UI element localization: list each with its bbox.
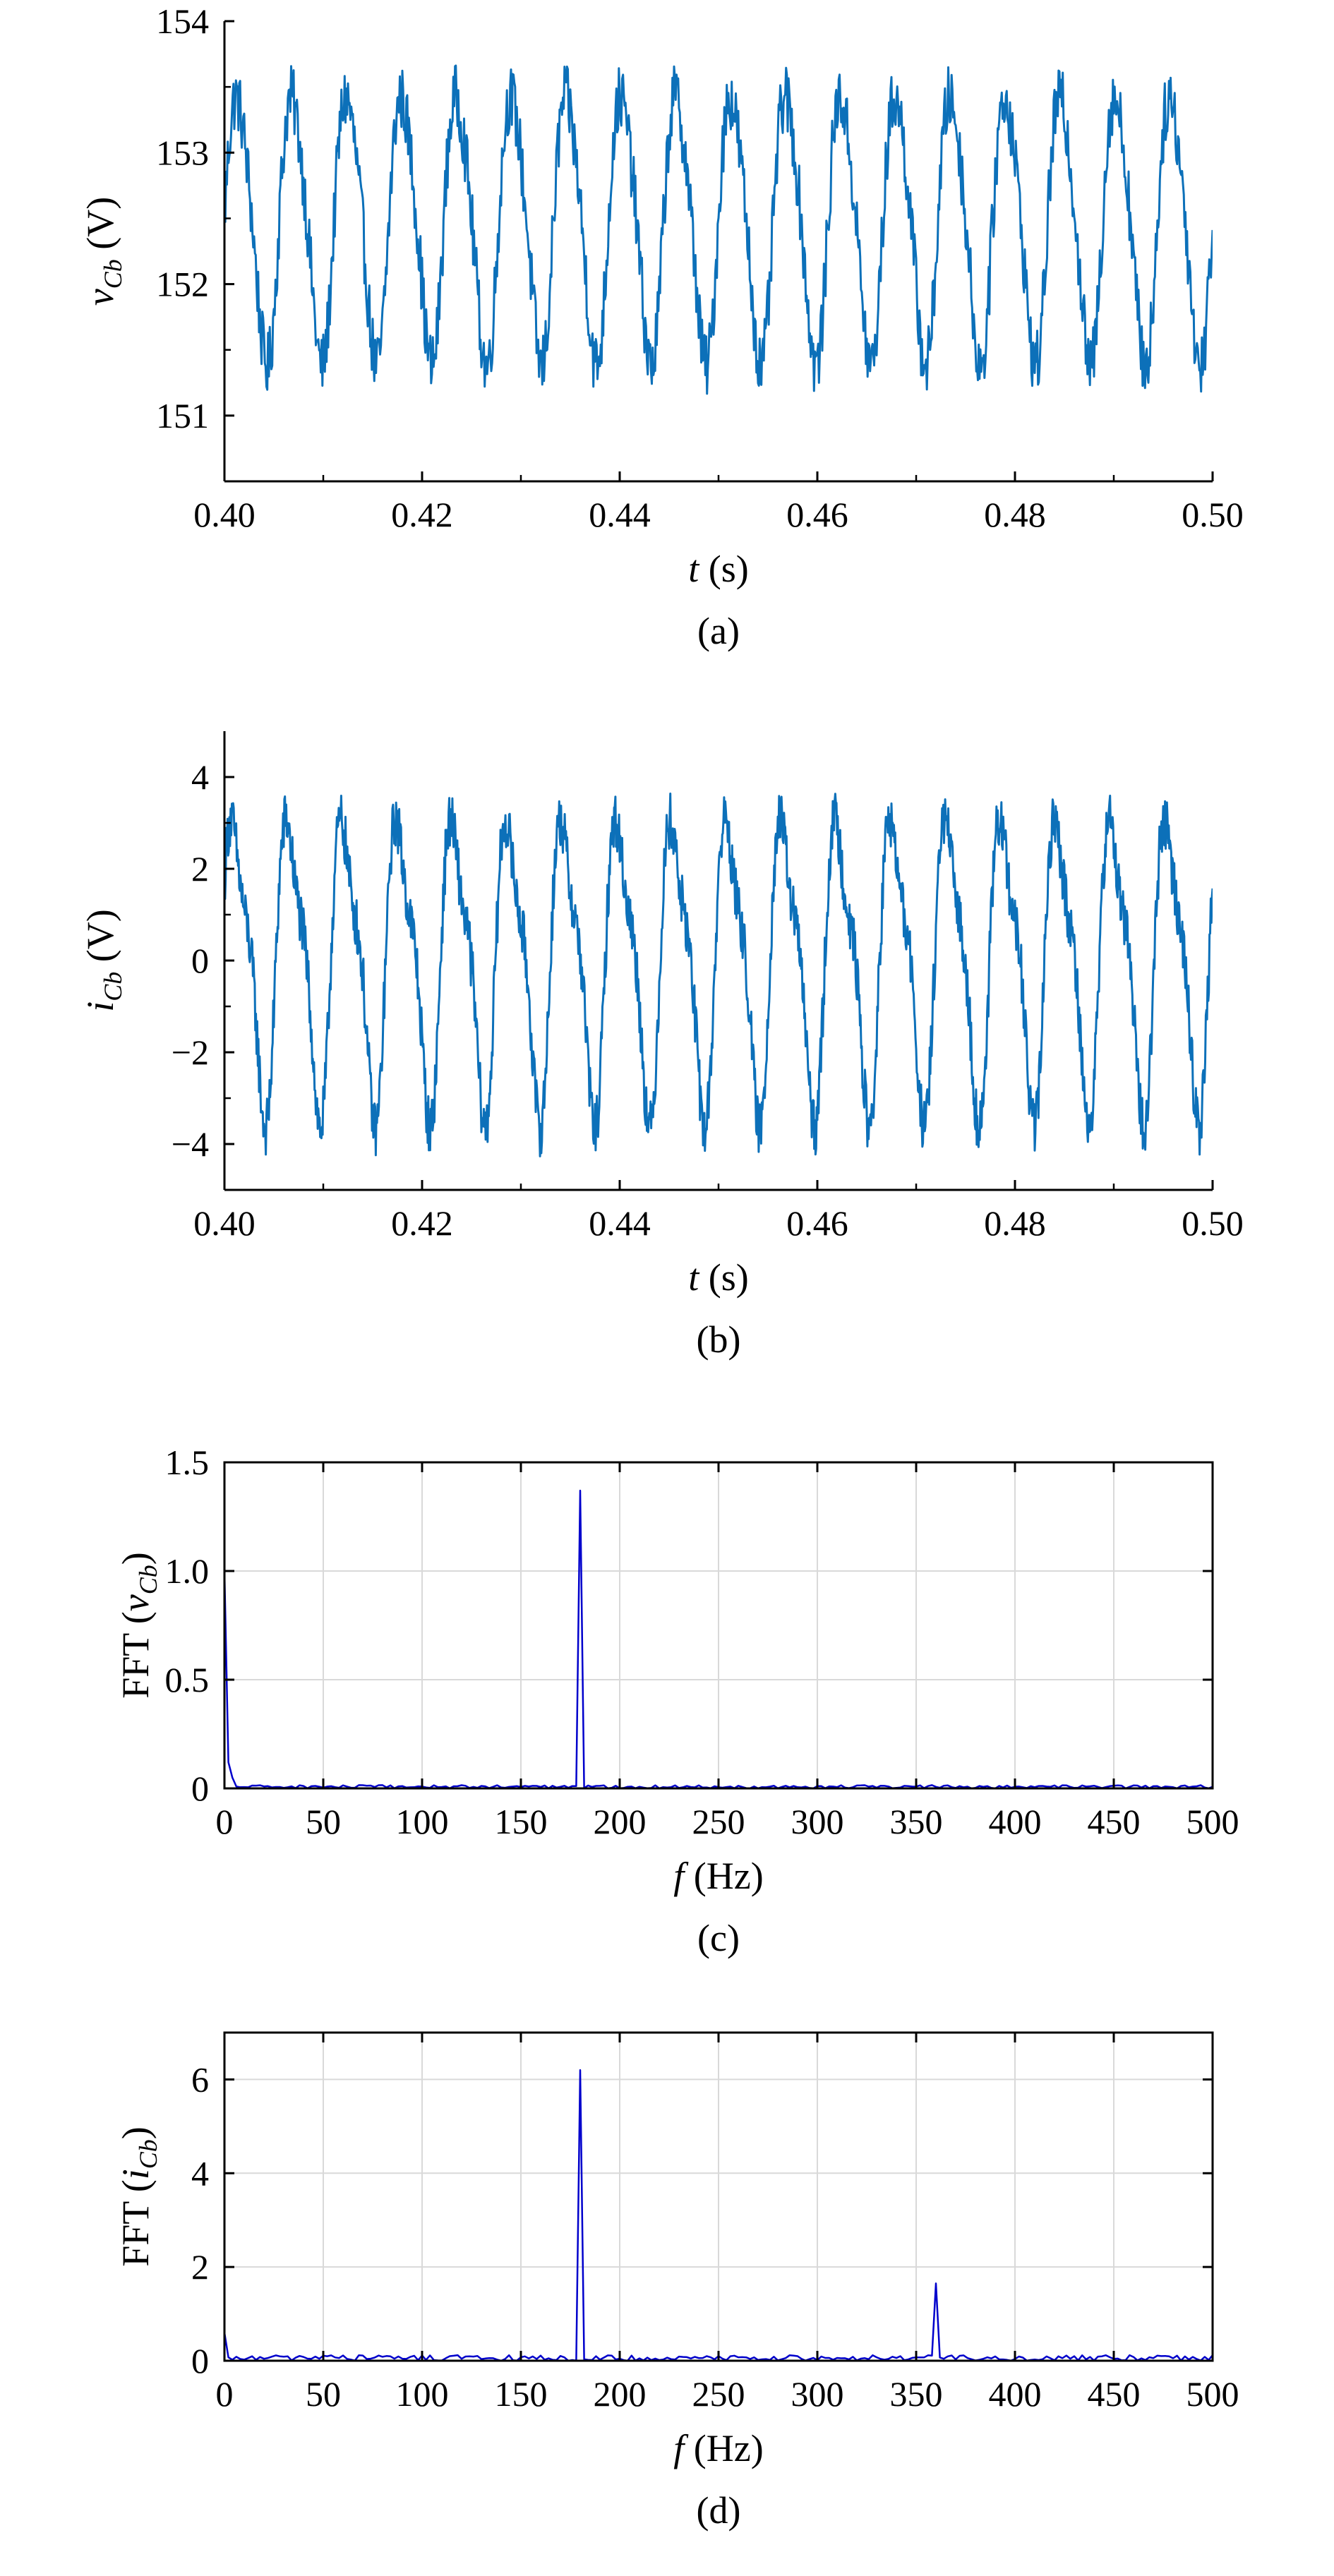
panel-caption: (d) bbox=[697, 2489, 741, 2532]
x-tick-label: 300 bbox=[791, 2374, 844, 2414]
y-tick-label: 153 bbox=[156, 133, 209, 172]
y-tick-label: 2 bbox=[191, 2247, 209, 2287]
x-tick-label: 500 bbox=[1186, 1802, 1239, 1841]
x-tick-label: 250 bbox=[692, 1802, 745, 1841]
x-tick-label: 100 bbox=[396, 1802, 449, 1841]
y-tick-label: 151 bbox=[156, 396, 209, 435]
x-tick-label: 0.50 bbox=[1182, 1203, 1244, 1243]
x-tick-label: 0.42 bbox=[391, 1203, 453, 1243]
chart-panel-c: 0 50 100 150 200 250 300 350 400 450 500 0 0.5 1.0 1.5… bbox=[114, 1443, 1239, 1959]
x-tick-label: 300 bbox=[791, 1802, 844, 1841]
y-tick-label: 0 bbox=[191, 941, 209, 980]
y-tick-label: 1.5 bbox=[165, 1443, 210, 1482]
x-tick-label: 350 bbox=[890, 1802, 943, 1841]
x-axis-label: f (Hz) bbox=[673, 1855, 763, 1897]
x-tick-label: 450 bbox=[1088, 1802, 1141, 1841]
series-line-0 bbox=[224, 64, 1213, 395]
y-tick-label: 4 bbox=[191, 757, 209, 797]
x-tick-label: 450 bbox=[1088, 2374, 1141, 2414]
x-axis-label: t (s) bbox=[688, 1256, 749, 1299]
x-tick-label: 0.48 bbox=[984, 495, 1046, 534]
y-tick-label: 0 bbox=[191, 1769, 209, 1808]
x-tick-label: 0.50 bbox=[1182, 495, 1244, 534]
y-tick-label: 2 bbox=[191, 849, 209, 889]
x-tick-label: 200 bbox=[594, 1802, 647, 1841]
y-tick-label: 4 bbox=[191, 2153, 209, 2193]
x-tick-label: 0 bbox=[216, 1802, 234, 1841]
x-tick-label: 0.46 bbox=[786, 495, 848, 534]
y-axis-label: vCb (V) bbox=[79, 197, 127, 306]
x-tick-label: 0.46 bbox=[786, 1203, 848, 1243]
x-tick-label: 0.44 bbox=[589, 1203, 651, 1243]
x-tick-label: 100 bbox=[396, 2374, 449, 2414]
x-tick-label: 400 bbox=[989, 2374, 1042, 2414]
x-tick-label: 50 bbox=[306, 2374, 341, 2414]
x-tick-label: 150 bbox=[495, 2374, 548, 2414]
panel-caption: (b) bbox=[697, 1318, 741, 1361]
x-tick-label: 150 bbox=[495, 1802, 548, 1841]
panel-caption: (a) bbox=[697, 610, 740, 652]
x-tick-label: 200 bbox=[594, 2374, 647, 2414]
y-tick-label: 152 bbox=[156, 265, 209, 304]
x-axis-label: f (Hz) bbox=[673, 2427, 763, 2469]
x-tick-label: 50 bbox=[306, 1802, 341, 1841]
y-axis-label: iCb (V) bbox=[79, 909, 127, 1012]
y-axis-label: FFT (vCb) bbox=[114, 1552, 162, 1699]
y-tick-label: 154 bbox=[156, 1, 209, 41]
x-tick-label: 0.44 bbox=[589, 495, 651, 534]
chart-panel-b: 0.40 0.42 0.44 0.46 0.48 0.50 −4 −2 0 2 4 iCb (V) t … bbox=[79, 731, 1244, 1361]
y-tick-label: −4 bbox=[172, 1124, 209, 1164]
series-line-0 bbox=[224, 793, 1213, 1157]
chart-panel-d: 0 50 100 150 200 250 300 350 400 450 500 0 2 4 6 FFT (i… bbox=[114, 2031, 1239, 2532]
x-tick-label: 0.42 bbox=[391, 495, 453, 534]
x-tick-label: 500 bbox=[1186, 2374, 1239, 2414]
y-tick-label: 1.0 bbox=[165, 1551, 210, 1591]
x-tick-label: 0.40 bbox=[193, 1203, 256, 1243]
panel-caption: (c) bbox=[697, 1917, 740, 1959]
x-tick-label: 0.40 bbox=[193, 495, 256, 534]
x-axis-label: t (s) bbox=[688, 548, 749, 590]
y-tick-label: 6 bbox=[191, 2059, 209, 2099]
y-tick-label: −2 bbox=[172, 1033, 209, 1072]
y-tick-label: 0 bbox=[191, 2341, 209, 2381]
y-tick-label: 0.5 bbox=[165, 1660, 210, 1699]
x-tick-label: 0 bbox=[216, 2374, 234, 2414]
x-tick-label: 0.48 bbox=[984, 1203, 1046, 1243]
x-tick-label: 400 bbox=[989, 1802, 1042, 1841]
chart-panel-a: 0.40 0.42 0.44 0.46 0.48 0.50 151 152 153 154 vCb … bbox=[79, 1, 1244, 652]
y-axis-label: FFT (iCb) bbox=[114, 2126, 162, 2267]
x-tick-label: 350 bbox=[890, 2374, 943, 2414]
x-tick-label: 250 bbox=[692, 2374, 745, 2414]
